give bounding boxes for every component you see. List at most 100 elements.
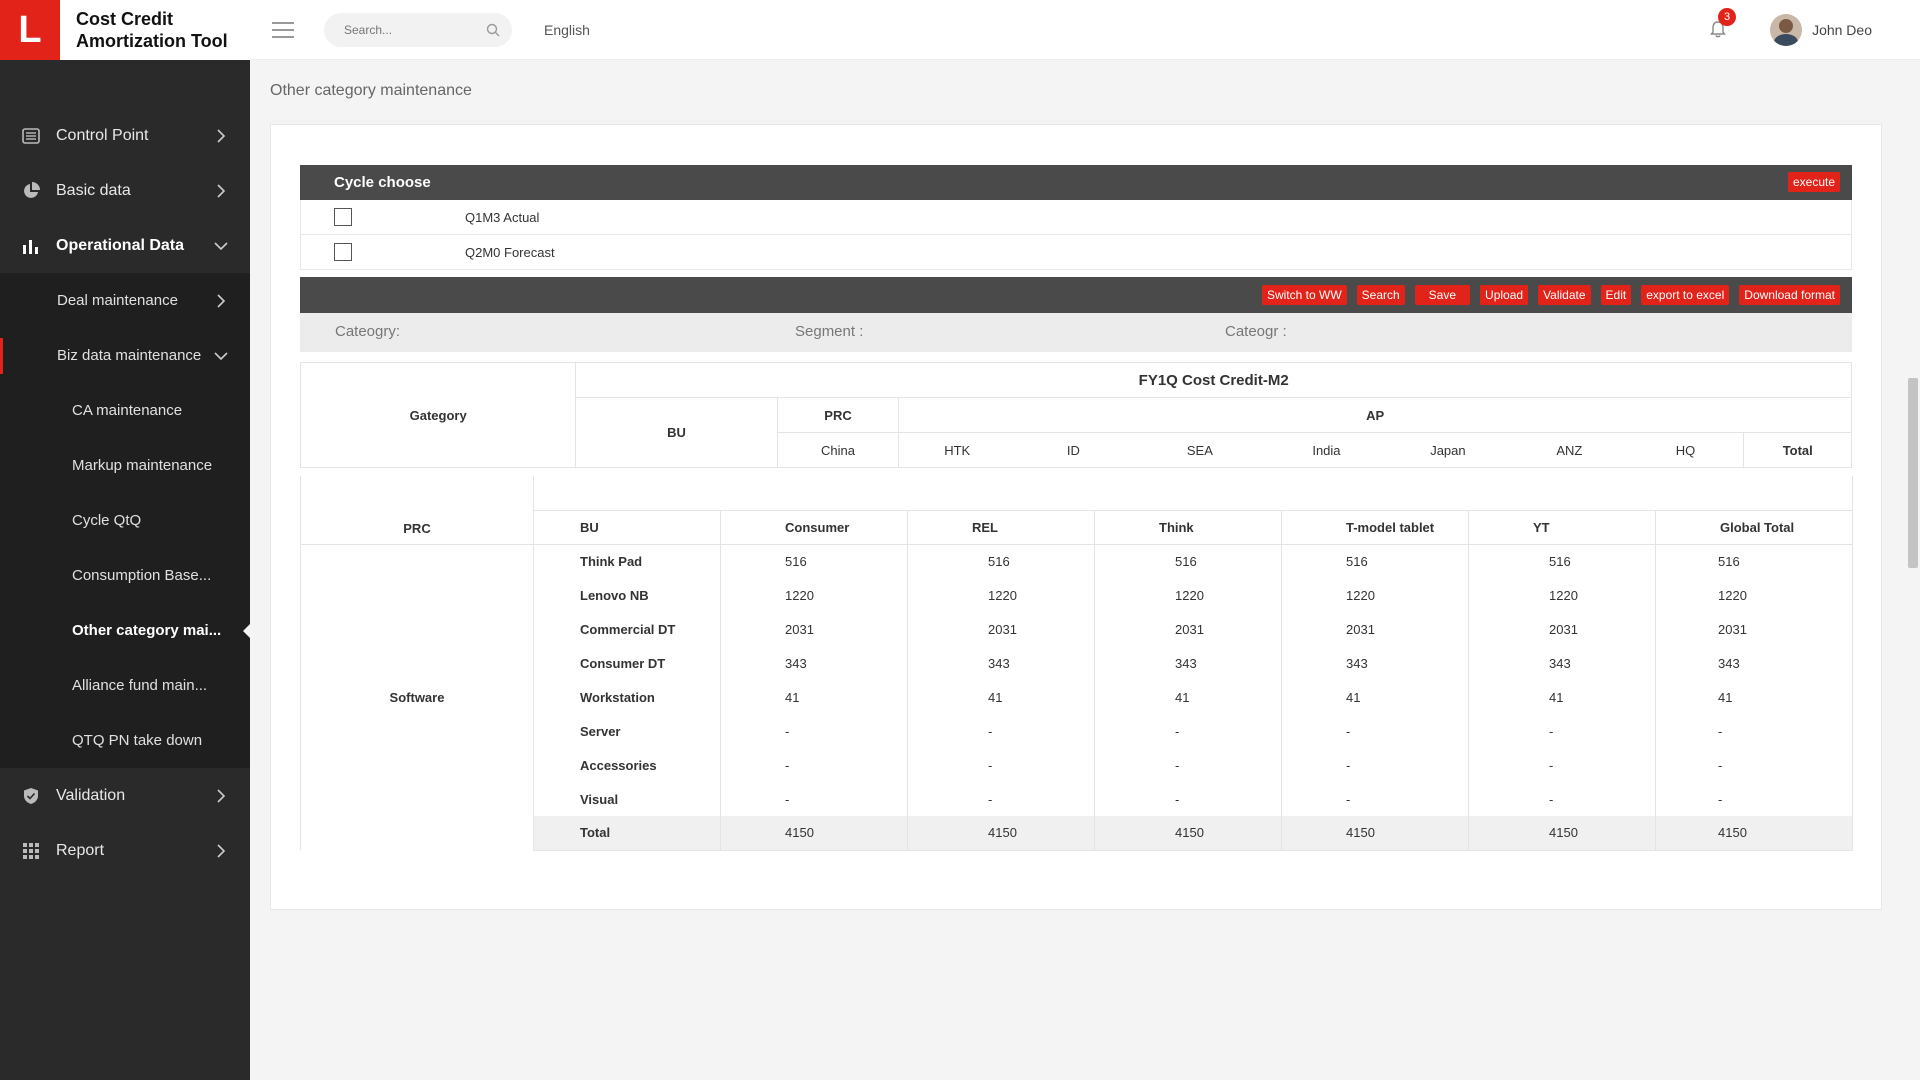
gategory-header: Gategory [299,362,577,468]
execute-button[interactable]: execute [1787,172,1840,192]
language-selector[interactable]: English [544,21,590,38]
value-cell[interactable]: 1220 [720,578,908,612]
download-format-button[interactable]: Download format [1739,285,1840,305]
column-header: T-model tablet [1281,510,1469,545]
sidebar-item-basic-data[interactable]: Basic data [0,163,250,218]
value-cell[interactable]: 2031 [720,612,908,646]
cycle-checkbox[interactable] [334,243,352,261]
sidebar-nav: Control Point Basic data Operational Dat… [0,60,250,878]
value-cell[interactable]: 1220 [1654,578,1854,612]
value-cell[interactable]: 516 [1468,544,1656,578]
value-cell[interactable]: 343 [1654,646,1854,680]
region-total-header: Total [1743,432,1852,468]
switch-to-ww-button[interactable]: Switch to WW [1261,285,1347,305]
value-cell[interactable]: 343 [720,646,908,680]
value-cell[interactable]: 516 [720,544,908,578]
value-cell[interactable]: - [1468,748,1656,782]
avatar[interactable] [1770,13,1803,46]
value-cell[interactable]: 343 [1468,646,1656,680]
export-excel-button[interactable]: export to excel [1641,285,1730,305]
search-icon[interactable] [486,23,500,37]
value-cell[interactable]: 2031 [907,612,1095,646]
sidebar-item-markup-maintenance[interactable]: Markup maintenance [72,457,213,474]
value-cell[interactable]: 2031 [1468,612,1656,646]
value-cell[interactable]: 41 [720,680,908,714]
category-filter-label[interactable]: Cateogry: [335,323,401,340]
value-cell[interactable]: 343 [1094,646,1282,680]
value-cell[interactable]: 516 [1281,544,1469,578]
bu-cell: Commercial DT [533,612,721,646]
value-cell[interactable]: - [1094,714,1282,748]
scrollbar-track[interactable] [1906,60,1920,1080]
value-cell[interactable]: 2031 [1094,612,1282,646]
value-cell[interactable]: 2031 [1654,612,1854,646]
value-cell[interactable]: 41 [1281,680,1469,714]
value-cell[interactable]: - [720,714,908,748]
sidebar-item-biz-data-maintenance[interactable]: Biz data maintenance [0,328,250,383]
value-cell[interactable]: 343 [1281,646,1469,680]
menu-toggle-icon[interactable] [272,21,294,38]
value-cell[interactable]: - [1654,748,1854,782]
value-cell[interactable]: - [1654,714,1854,748]
logo[interactable]: L [0,0,60,60]
value-cell[interactable]: - [1468,714,1656,748]
value-cell[interactable]: 41 [1094,680,1282,714]
cycle-panel: Cycle choose execute Q1M3 Actual Q2M0 Fo… [300,165,1852,270]
user-name[interactable]: John Deo [1812,21,1872,38]
value-cell[interactable]: - [720,748,908,782]
save-button[interactable]: Save [1414,285,1471,305]
value-cell[interactable]: 516 [907,544,1095,578]
sidebar-item-cycle-qtq[interactable]: Cycle QtQ [72,512,142,529]
bu-cell: Workstation [533,680,721,714]
bell-icon[interactable]: 3 [1710,7,1737,40]
value-cell[interactable]: - [1094,748,1282,782]
sidebar-item-alliance-fund[interactable]: Alliance fund main... [72,677,208,694]
table-row: Workstation 41 41 41 41 41 41 [301,680,1854,714]
value-cell[interactable]: 1220 [1281,578,1469,612]
sidebar-item-consumption-base[interactable]: Consumption Base... [72,567,212,584]
region-header: India [1268,432,1385,468]
value-cell[interactable]: 41 [1468,680,1656,714]
sidebar-item-validation[interactable]: Validation [0,768,250,823]
sidebar-item-control-point[interactable]: Control Point [0,108,250,163]
sidebar-item-other-category[interactable]: Other category mai... [0,603,250,658]
value-cell[interactable]: - [907,782,1095,816]
value-cell[interactable]: 1220 [1468,578,1656,612]
cycle-checkbox[interactable] [334,208,352,226]
sidebar-item-report[interactable]: Report [0,823,250,878]
notification-badge: 3 [1718,7,1737,26]
value-cell[interactable]: - [720,782,908,816]
value-cell[interactable]: 41 [907,680,1095,714]
search-input[interactable] [344,22,486,37]
column-header: Consumer [720,510,908,545]
value-cell[interactable]: 1220 [907,578,1095,612]
upload-button[interactable]: Upload [1480,285,1529,305]
total-cell: 4150 [1654,816,1854,851]
value-cell[interactable]: 516 [1094,544,1282,578]
value-cell[interactable]: 1220 [1094,578,1282,612]
value-cell[interactable]: 516 [1654,544,1854,578]
value-cell[interactable]: - [907,748,1095,782]
value-cell[interactable]: - [1281,748,1469,782]
sidebar-item-qtq-pn-take-down[interactable]: QTQ PN take down [72,732,203,749]
sidebar-item-ca-maintenance[interactable]: CA maintenance [72,402,183,419]
categor-filter-label[interactable]: Cateogr : [1225,323,1287,340]
column-header: REL [907,510,1095,545]
value-cell[interactable]: 41 [1654,680,1854,714]
value-cell[interactable]: - [1468,782,1656,816]
region-header: Japan [1384,432,1512,468]
value-cell[interactable]: - [907,714,1095,748]
sidebar-item-operational-data[interactable]: Operational Data [0,218,250,273]
segment-filter-label[interactable]: Segment : [795,323,864,340]
value-cell[interactable]: - [1094,782,1282,816]
scrollbar-thumb[interactable] [1908,378,1918,568]
value-cell[interactable]: - [1654,782,1854,816]
search-button[interactable]: Search [1356,285,1405,305]
value-cell[interactable]: 2031 [1281,612,1469,646]
sidebar-item-deal-maintenance[interactable]: Deal maintenance [0,273,250,328]
validate-button[interactable]: Validate [1538,285,1591,305]
value-cell[interactable]: - [1281,714,1469,748]
value-cell[interactable]: - [1281,782,1469,816]
value-cell[interactable]: 343 [907,646,1095,680]
edit-button[interactable]: Edit [1600,285,1632,305]
